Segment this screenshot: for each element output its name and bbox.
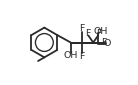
Text: F: F [79,52,85,61]
Text: F: F [85,29,90,38]
Text: F: F [79,24,85,33]
Text: F: F [101,38,106,47]
Text: F: F [96,29,102,38]
Text: OH: OH [63,51,78,60]
Text: O: O [104,39,111,48]
Text: OH: OH [93,27,108,36]
